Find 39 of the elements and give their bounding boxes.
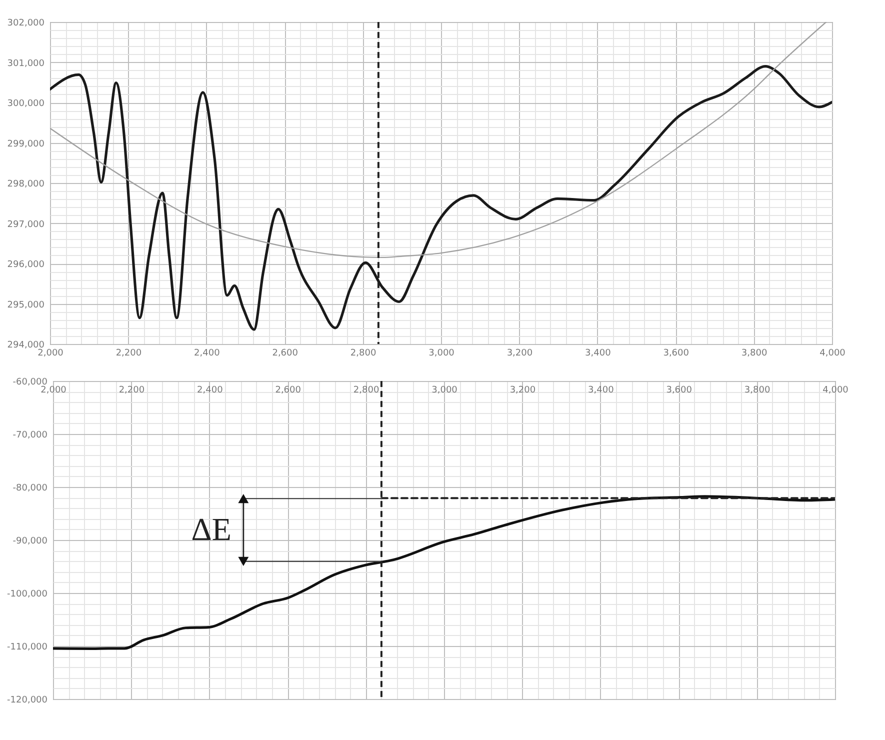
x-tick-label: 3,800 — [741, 348, 768, 358]
y-tick-label: 297,000 — [7, 220, 45, 230]
x-tick-label: 3,200 — [510, 386, 536, 396]
annotation: ΔE — [191, 510, 232, 547]
x-tick-label: 2,200 — [116, 348, 142, 358]
y-tick-label: -70,000 — [12, 430, 48, 440]
y-tick-label: -100,000 — [7, 590, 48, 600]
x-tick-label: 3,400 — [585, 348, 612, 358]
x-tick-label: 2,000 — [40, 386, 67, 396]
y-tick-label: 300,000 — [7, 99, 45, 109]
x-tick-label: 2,800 — [350, 348, 376, 358]
x-tick-label: 3,600 — [663, 348, 690, 358]
y-tick-label: -120,000 — [7, 696, 48, 706]
y-tick-label: -80,000 — [12, 484, 48, 494]
y-tick-label: -90,000 — [12, 536, 48, 546]
x-tick-label: 2,200 — [118, 386, 145, 396]
x-tick-label: 3,000 — [428, 348, 455, 358]
x-tick-label: 3,400 — [588, 386, 614, 396]
x-tick-label: 2,400 — [194, 348, 220, 358]
x-tick-label: 2,600 — [275, 386, 302, 396]
x-tick-label: 2,400 — [197, 386, 224, 396]
y-tick-label: 295,000 — [7, 300, 45, 310]
x-tick-label: 2,800 — [353, 386, 380, 396]
x-tick-label: 4,000 — [822, 386, 849, 396]
y-tick-label: 302,000 — [7, 18, 45, 28]
x-tick-label: 4,000 — [820, 348, 846, 358]
y-tick-label: 296,000 — [7, 260, 45, 270]
x-tick-label: 2,000 — [38, 348, 64, 358]
x-tick-label: 3,600 — [666, 386, 692, 396]
x-tick-label: 3,000 — [432, 386, 458, 396]
x-tick-label: 3,800 — [744, 386, 770, 396]
y-tick-label: 294,000 — [7, 340, 45, 350]
x-tick-label: 2,600 — [272, 348, 298, 358]
y-tick-label: 298,000 — [7, 180, 45, 190]
y-tick-label: -60,000 — [12, 378, 48, 388]
x-tick-label: 3,200 — [506, 348, 533, 358]
y-tick-label: 299,000 — [7, 139, 45, 150]
y-tick-label: 301,000 — [7, 58, 45, 69]
y-tick-label: -110,000 — [7, 642, 48, 652]
